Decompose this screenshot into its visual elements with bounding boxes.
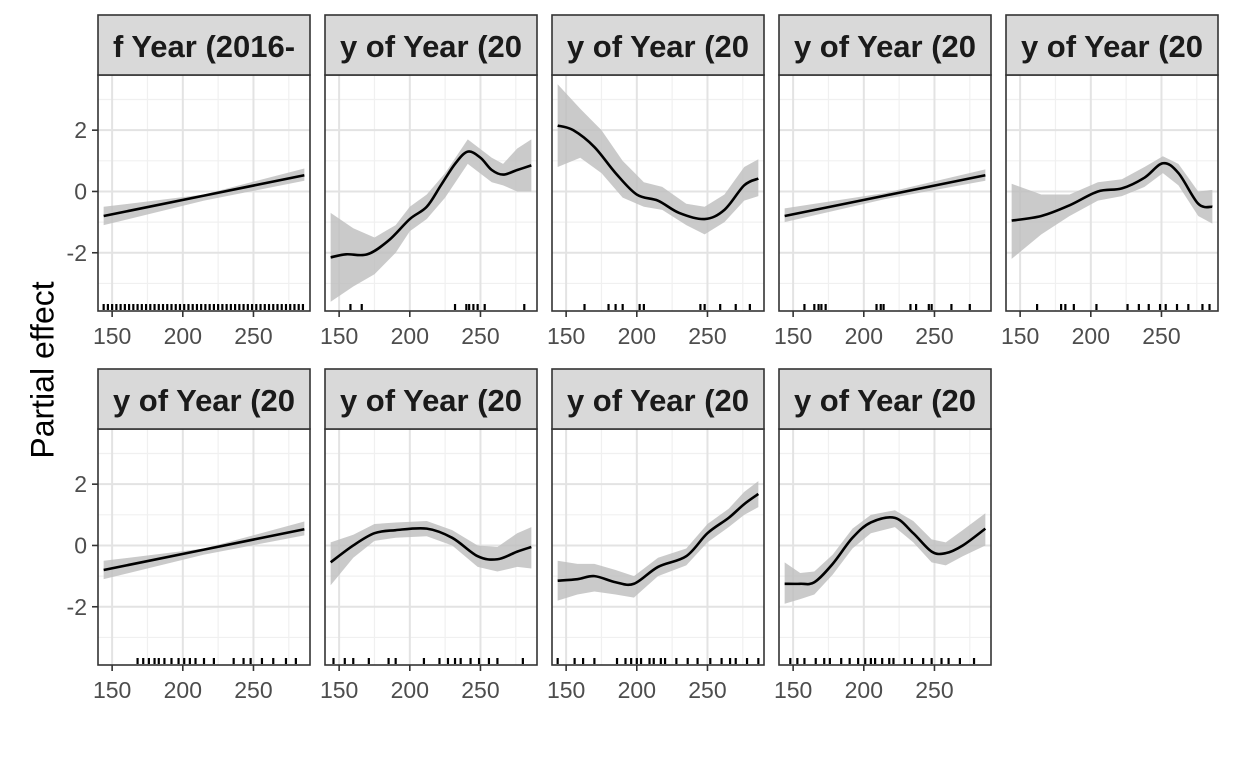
y-tick-label: -2	[67, 594, 87, 620]
x-tick-label: 150	[93, 323, 131, 349]
x-tick-label: 250	[461, 677, 499, 703]
panel-5: y of Year (20 150 200 250	[1001, 14, 1219, 349]
x-tick-label: 150	[774, 677, 812, 703]
panel-2: y of Year (20 150 200 250	[320, 14, 538, 349]
x-tick-label: 150	[774, 323, 812, 349]
strip-label: y of Year (20	[340, 29, 522, 64]
strip-background	[778, 14, 992, 76]
x-tick-label: 200	[618, 677, 656, 703]
smooth-curve	[103, 527, 305, 572]
smooth-curve	[784, 173, 986, 218]
panel-8: y of Year (20 150 200 250	[547, 368, 765, 703]
strip-background	[97, 368, 311, 430]
confidence-band	[784, 510, 986, 604]
smooth-curve	[103, 173, 305, 218]
confidence-band	[557, 84, 759, 235]
panel-9: y of Year (20 150 200 250	[774, 368, 992, 703]
panel-background	[98, 75, 310, 311]
panel-4: y of Year (20 150 200 250	[774, 14, 992, 349]
x-tick-label: 250	[688, 677, 726, 703]
panel-content	[102, 168, 305, 310]
panel-6: y of Year (20 150 200 250 2 0 -2	[67, 368, 311, 703]
panel-content	[784, 510, 987, 664]
x-tick-label: 200	[391, 323, 429, 349]
x-tick-label: 250	[688, 323, 726, 349]
strip-label: y of Year (20	[794, 29, 976, 64]
strip-label: y of Year (20	[1021, 29, 1203, 64]
strip-background	[97, 14, 311, 76]
x-tick-label: 200	[618, 323, 656, 349]
panel-7: y of Year (20 150 200 250	[320, 368, 538, 703]
panel-1: f Year (2016- 150 200 250 2 0 -2	[67, 14, 311, 349]
smooth-curve	[557, 124, 759, 221]
x-tick-label: 200	[391, 677, 429, 703]
panel-content	[103, 521, 305, 664]
strip-background	[324, 368, 538, 430]
smooth-curve	[329, 526, 532, 564]
x-tick-label: 150	[1001, 323, 1039, 349]
strip-label: y of Year (20	[794, 383, 976, 418]
strip-background	[551, 368, 765, 430]
x-tick-label: 250	[915, 323, 953, 349]
x-tick-label: 200	[845, 323, 883, 349]
confidence-band	[330, 520, 532, 586]
strip-label: y of Year (20	[113, 383, 295, 418]
confidence-band	[1011, 156, 1213, 259]
x-tick-label: 150	[547, 677, 585, 703]
x-tick-label: 250	[461, 323, 499, 349]
y-tick-label: 2	[74, 117, 87, 143]
x-tick-label: 150	[320, 677, 358, 703]
smooth-curve	[557, 492, 760, 587]
smooth-curve	[1011, 161, 1213, 222]
x-tick-label: 200	[164, 323, 202, 349]
panel-content	[556, 481, 760, 664]
strip-background	[551, 14, 765, 76]
x-tick-label: 250	[915, 677, 953, 703]
panel-background	[552, 429, 764, 665]
confidence-band	[557, 481, 759, 601]
x-tick-label: 150	[547, 323, 585, 349]
x-tick-label: 200	[1072, 323, 1110, 349]
strip-background	[1005, 14, 1219, 76]
smooth-curve	[784, 516, 987, 586]
x-tick-label: 200	[164, 677, 202, 703]
strip-background	[778, 368, 992, 430]
x-tick-label: 250	[234, 323, 272, 349]
strip-label: y of Year (20	[567, 383, 749, 418]
strip-label: y of Year (20	[340, 383, 522, 418]
panel-content	[1011, 156, 1213, 310]
y-tick-label: 0	[74, 532, 87, 558]
y-tick-label: -2	[67, 240, 87, 266]
strip-label: y of Year (20	[567, 29, 749, 64]
confidence-band	[330, 139, 532, 302]
panel-content	[330, 139, 532, 310]
smooth-curve	[330, 150, 532, 259]
x-tick-label: 150	[93, 677, 131, 703]
x-tick-label: 250	[234, 677, 272, 703]
panel-background	[98, 429, 310, 665]
panel-3: y of Year (20 150 200 250	[547, 14, 765, 349]
panel-content	[329, 520, 532, 664]
panel-content	[784, 169, 986, 310]
strip-background	[324, 14, 538, 76]
y-tick-label: 0	[74, 178, 87, 204]
panel-content	[557, 84, 759, 310]
x-tick-label: 250	[1142, 323, 1180, 349]
x-tick-label: 150	[320, 323, 358, 349]
x-tick-label: 200	[845, 677, 883, 703]
strip-label: f Year (2016-	[113, 29, 295, 64]
y-tick-label: 2	[74, 471, 87, 497]
